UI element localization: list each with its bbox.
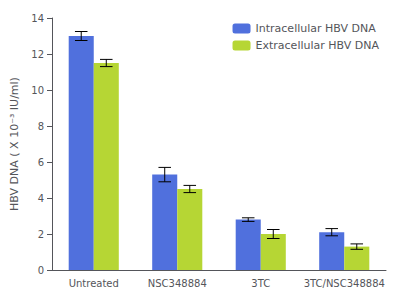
svg-text:8: 8 bbox=[38, 121, 44, 132]
svg-text:14: 14 bbox=[31, 13, 44, 24]
svg-text:0: 0 bbox=[38, 265, 44, 276]
svg-text:Extracellular HBV DNA: Extracellular HBV DNA bbox=[256, 39, 380, 52]
svg-text:NSC348884: NSC348884 bbox=[148, 278, 207, 289]
svg-text:12: 12 bbox=[31, 49, 44, 60]
svg-text:6: 6 bbox=[38, 157, 44, 168]
svg-text:10: 10 bbox=[31, 85, 44, 96]
svg-text:3TC: 3TC bbox=[251, 278, 270, 289]
svg-text:Untreated: Untreated bbox=[69, 278, 119, 289]
svg-text:3TC/NSC348884: 3TC/NSC348884 bbox=[304, 278, 385, 289]
svg-text:Intracellular HBV DNA: Intracellular HBV DNA bbox=[256, 22, 377, 35]
svg-text:4: 4 bbox=[38, 193, 44, 204]
svg-text:2: 2 bbox=[38, 229, 44, 240]
svg-text:HBV DNA ( X 10⁻³ IU/ml): HBV DNA ( X 10⁻³ IU/ml) bbox=[8, 77, 21, 211]
